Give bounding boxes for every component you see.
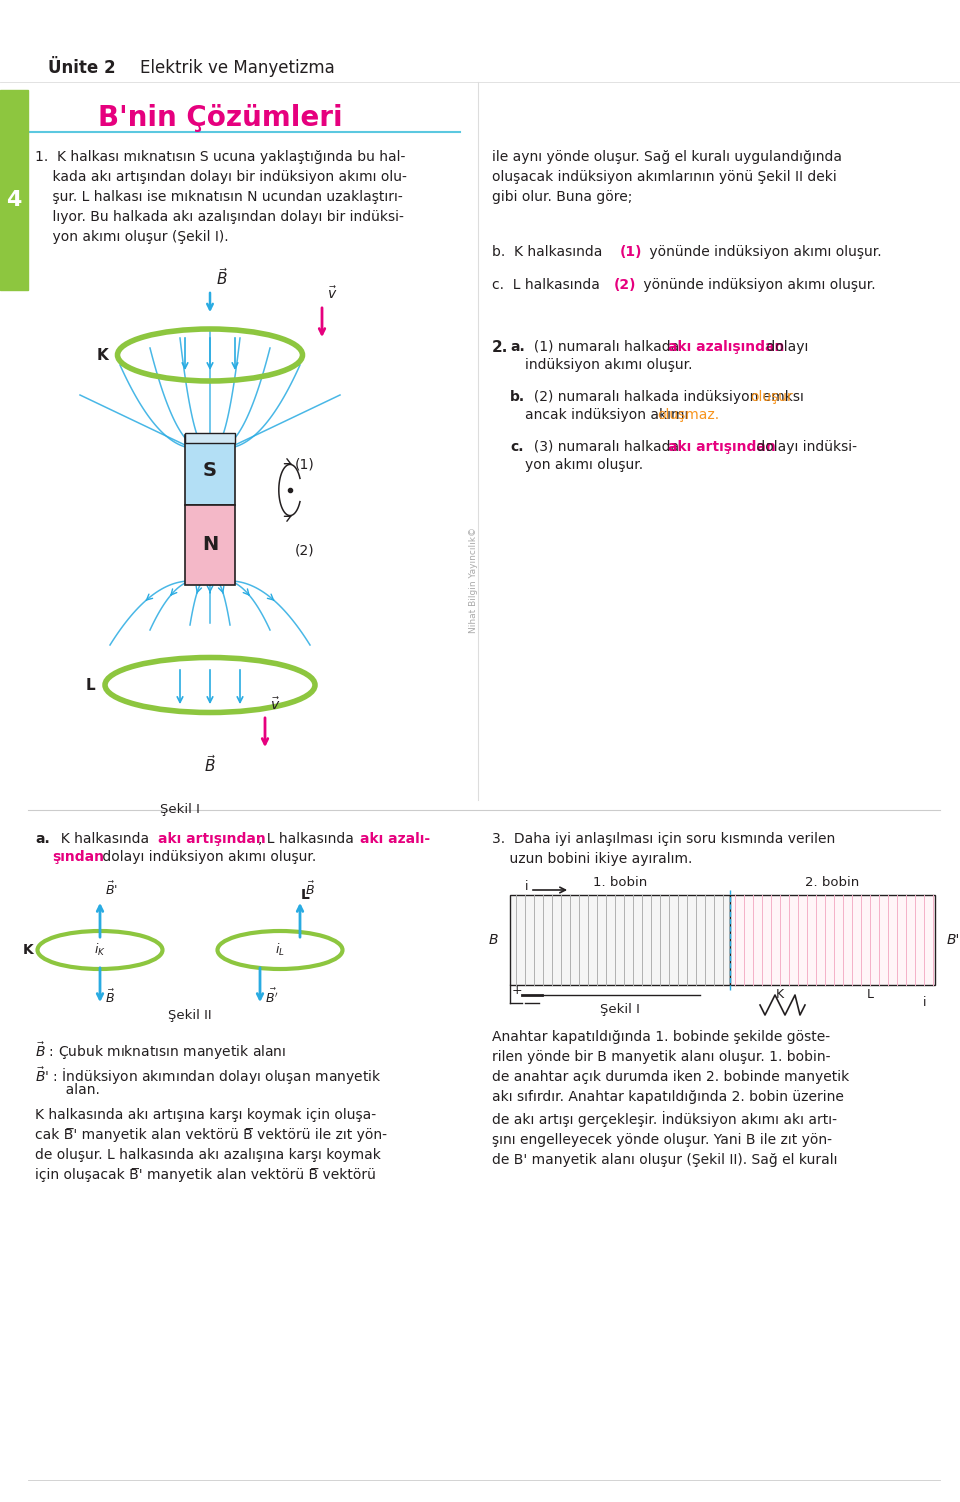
Text: Elektrik ve Manyetizma: Elektrik ve Manyetizma [140, 59, 335, 77]
Text: Anahtar kapatıldığında 1. bobinde şekilde göste-
rilen yönde bir B manyetik alan: Anahtar kapatıldığında 1. bobinde şekild… [492, 1030, 850, 1167]
Text: 4: 4 [7, 189, 22, 210]
Text: S: S [203, 461, 217, 479]
Text: 1.  K halkası mıknatısın S ucuna yaklaştığında bu hal-
    kada akı artışından d: 1. K halkası mıknatısın S ucuna yaklaştı… [35, 150, 407, 245]
Text: dolayı: dolayı [762, 339, 808, 354]
Text: (3) numaralı halkada: (3) numaralı halkada [525, 440, 684, 454]
Text: B': B' [947, 933, 960, 946]
Text: 2. bobin: 2. bobin [805, 877, 859, 889]
Text: K: K [23, 943, 34, 957]
Text: $\vec{B}$: $\vec{B}$ [305, 880, 315, 898]
Text: 3.  Daha iyi anlaşılması için soru kısmında verilen
    uzun bobini ikiye ayıral: 3. Daha iyi anlaşılması için soru kısmın… [492, 832, 835, 867]
Text: K: K [96, 347, 108, 362]
FancyBboxPatch shape [730, 895, 935, 985]
Text: yönünde indüksiyon akımı oluşur.: yönünde indüksiyon akımı oluşur. [645, 245, 881, 258]
Text: L: L [867, 988, 874, 1002]
Text: indüksiyon akımı oluşur.: indüksiyon akımı oluşur. [525, 357, 692, 372]
Text: ile aynı yönde oluşur. Sağ el kuralı uygulandığında
oluşacak indüksiyon akımları: ile aynı yönde oluşur. Sağ el kuralı uyg… [492, 150, 842, 204]
Text: şından: şından [52, 850, 104, 864]
FancyBboxPatch shape [185, 436, 235, 505]
Text: Şekil II: Şekil II [168, 1008, 212, 1021]
Text: (1): (1) [295, 458, 315, 472]
Text: akı artışından: akı artışından [158, 832, 266, 846]
Text: alan.: alan. [35, 1083, 100, 1096]
Text: $\vec{B}$ : Çubuk mıknatısın manyetik alanı: $\vec{B}$ : Çubuk mıknatısın manyetik al… [35, 1039, 286, 1062]
Text: c.  L halkasında: c. L halkasında [492, 278, 604, 291]
Text: (1): (1) [620, 245, 642, 258]
Text: K halkasında akı artışına karşı koymak için oluşa-
cak B̅' manyetik alan vektörü: K halkasında akı artışına karşı koymak i… [35, 1108, 387, 1182]
Text: a.: a. [510, 339, 525, 354]
Text: $i_K$: $i_K$ [94, 942, 106, 958]
Text: oluşur: oluşur [750, 391, 793, 404]
FancyBboxPatch shape [510, 895, 730, 985]
Text: Nihat Bilgin Yayıncılık©: Nihat Bilgin Yayıncılık© [469, 527, 478, 632]
Text: , L halkasında: , L halkasında [258, 832, 358, 846]
Text: i: i [524, 880, 528, 894]
Text: K: K [776, 988, 784, 1002]
Text: L: L [300, 888, 309, 903]
Text: Şekil I: Şekil I [600, 1003, 640, 1017]
Text: yon akımı oluşur.: yon akımı oluşur. [525, 458, 643, 472]
Text: K halkasında: K halkasında [52, 832, 154, 846]
Text: B'nin Çözümleri: B'nin Çözümleri [98, 104, 343, 132]
Text: $\vec{B}$' : İndüksiyon akımından dolayı oluşan manyetik: $\vec{B}$' : İndüksiyon akımından dolayı… [35, 1065, 381, 1086]
Text: $\vec{B}$: $\vec{B}$ [216, 267, 228, 288]
Text: B: B [489, 933, 498, 946]
Text: Ünite 2: Ünite 2 [48, 59, 115, 77]
Text: $\vec{v}$: $\vec{v}$ [270, 697, 280, 713]
Text: $\vec{B}$': $\vec{B}$' [105, 880, 118, 898]
Text: dolayı indüksiyon akımı oluşur.: dolayı indüksiyon akımı oluşur. [98, 850, 316, 864]
Text: L: L [85, 677, 95, 692]
Text: $\vec{B'}$: $\vec{B'}$ [265, 987, 278, 1006]
Text: c.: c. [510, 440, 523, 454]
Text: akı azalı-: akı azalı- [360, 832, 430, 846]
Text: $i_L$: $i_L$ [276, 942, 285, 958]
Text: (1) numaralı halkada: (1) numaralı halkada [525, 339, 684, 354]
Bar [0, 90, 28, 290]
FancyBboxPatch shape [185, 505, 235, 584]
Text: a.: a. [35, 832, 50, 846]
Text: N: N [202, 536, 218, 554]
Text: (2): (2) [614, 278, 636, 291]
Text: oluşmaz.: oluşmaz. [657, 409, 719, 422]
Text: 2.: 2. [492, 339, 509, 354]
Text: +: + [512, 984, 522, 996]
Text: Şekil I: Şekil I [160, 804, 200, 817]
Text: yönünde indüksiyon akımı oluşur.: yönünde indüksiyon akımı oluşur. [639, 278, 876, 291]
Text: $\vec{v}$: $\vec{v}$ [327, 285, 337, 302]
Text: ancak indüksiyon akımı: ancak indüksiyon akımı [525, 409, 693, 422]
Text: b.: b. [510, 391, 525, 404]
Text: akı azalışından: akı azalışından [668, 339, 784, 354]
Text: akı artışından: akı artışından [668, 440, 776, 454]
Text: dolayı indüksi-: dolayı indüksi- [752, 440, 857, 454]
Text: $\vec{B}$: $\vec{B}$ [105, 988, 115, 1006]
Text: 1. bobin: 1. bobin [593, 877, 647, 889]
FancyBboxPatch shape [185, 433, 235, 443]
Text: i: i [924, 996, 926, 1009]
Text: (2) numaralı halkada indüksiyon emksı: (2) numaralı halkada indüksiyon emksı [525, 391, 808, 404]
Text: b.  K halkasında: b. K halkasında [492, 245, 607, 258]
Text: $\vec{B}$: $\vec{B}$ [204, 754, 216, 775]
Text: (2): (2) [295, 544, 315, 557]
